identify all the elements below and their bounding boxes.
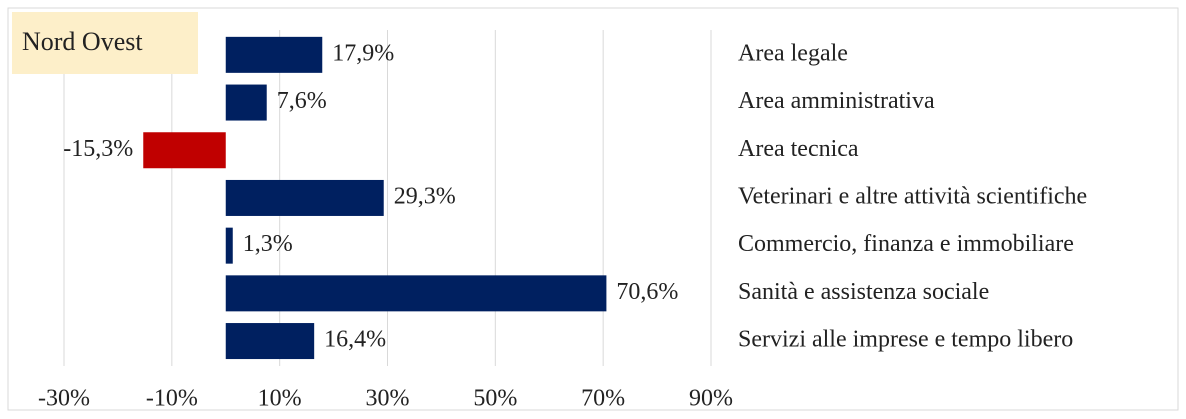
bar xyxy=(225,275,607,312)
data-label: -15,3% xyxy=(63,136,133,162)
category-label: Area legale xyxy=(738,40,848,66)
x-tick-label: 70% xyxy=(581,386,625,412)
bar xyxy=(225,84,267,121)
category-label: Area amministrativa xyxy=(738,88,935,114)
chart-title: Nord Ovest xyxy=(22,27,143,56)
x-tick-label: 50% xyxy=(473,386,517,412)
chart-frame xyxy=(7,7,1179,411)
category-label: Servizi alle imprese e tempo libero xyxy=(738,327,1073,353)
data-label: 1,3% xyxy=(243,231,293,257)
bar xyxy=(225,323,315,360)
data-label: 29,3% xyxy=(394,183,456,209)
bar xyxy=(225,227,233,264)
category-label: Veterinari e altre attività scientifiche xyxy=(738,183,1087,209)
x-tick-label: -30% xyxy=(38,386,90,412)
category-label: Sanità e assistenza sociale xyxy=(738,279,989,305)
bar xyxy=(143,132,226,169)
data-label: 16,4% xyxy=(324,327,386,353)
category-label: Commercio, finanza e immobiliare xyxy=(738,231,1074,257)
x-tick-label: 10% xyxy=(258,386,302,412)
x-tick-label: -10% xyxy=(146,386,198,412)
bar xyxy=(225,36,323,73)
bar xyxy=(225,179,384,216)
data-label: 7,6% xyxy=(277,88,327,114)
category-label: Area tecnica xyxy=(738,136,859,162)
x-tick-label: 90% xyxy=(689,386,733,412)
x-tick-label: 30% xyxy=(366,386,410,412)
data-label: 17,9% xyxy=(332,40,394,66)
title-box xyxy=(12,12,198,74)
data-label: 70,6% xyxy=(616,279,678,305)
